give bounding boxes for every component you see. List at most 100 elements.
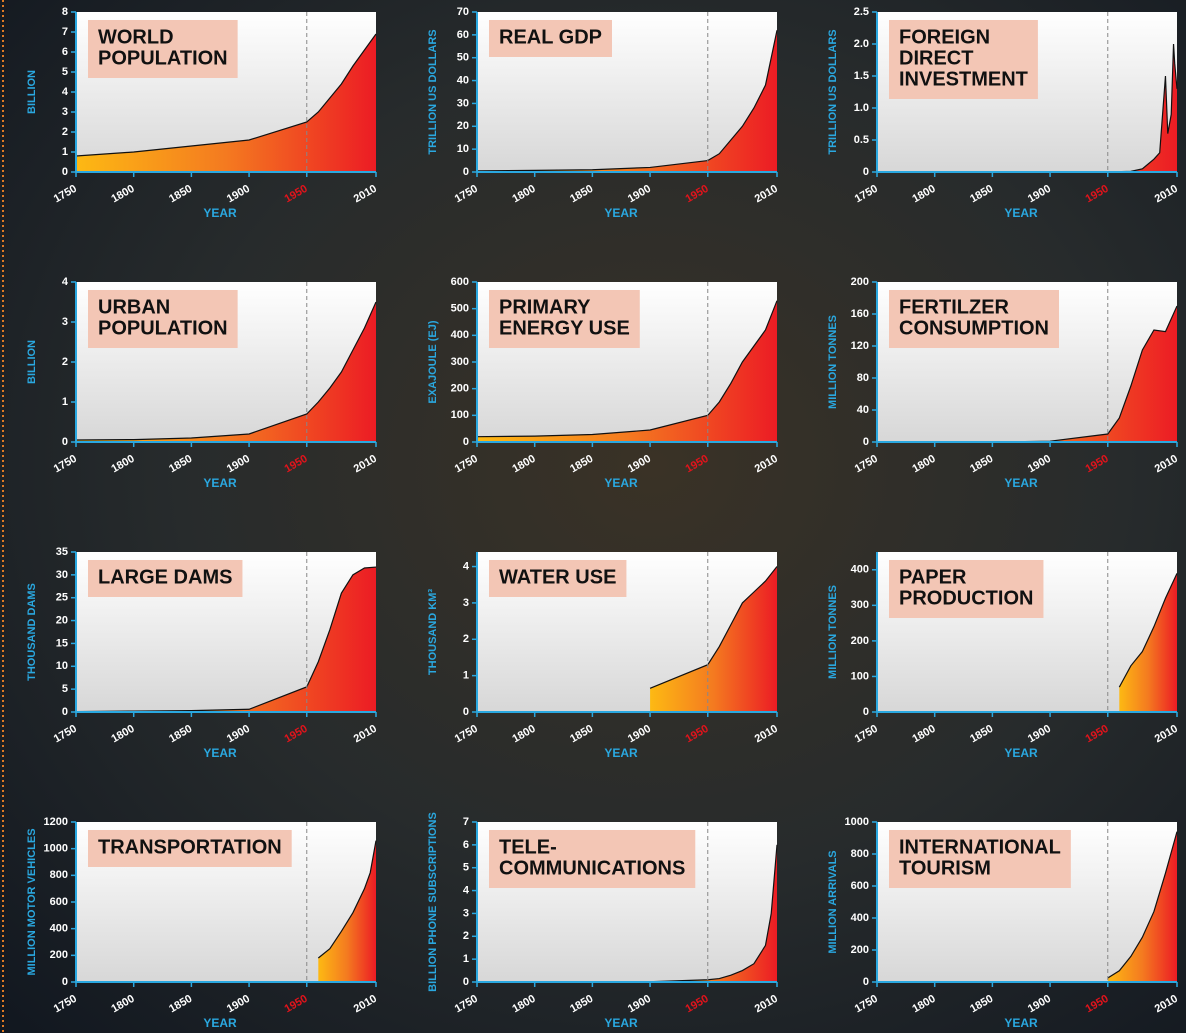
x-axis-label: YEAR: [203, 476, 237, 490]
title-line: COMMUNICATIONS: [499, 857, 685, 879]
y-tick-label: 200: [451, 383, 469, 395]
y-tick-label: 0: [863, 706, 869, 718]
area: [1119, 573, 1177, 712]
y-tick-label: 6: [463, 839, 469, 851]
y-tick-label: 2.0: [854, 38, 869, 50]
area-outline: [649, 566, 778, 689]
y-tick-label: 200: [851, 944, 869, 956]
y-tick-label: 1000: [44, 843, 68, 855]
title-box: [88, 560, 243, 597]
x-axis-label: YEAR: [1004, 206, 1038, 220]
y-tick-label: 40: [857, 404, 869, 416]
y-tick-label: 5: [463, 862, 469, 874]
title-box: [88, 20, 238, 78]
y-tick-label: 1: [463, 953, 469, 965]
title-box: [489, 830, 696, 888]
area: [650, 844, 777, 982]
y-axis-label: EXAJOULE (EJ): [427, 320, 439, 403]
title-line: LARGE DAMS: [98, 566, 232, 588]
title-box: [489, 20, 612, 57]
y-axis-label: THOUSAND KM³: [427, 589, 439, 675]
y-tick-label: 200: [851, 635, 869, 647]
y-tick-label: 60: [457, 29, 469, 41]
y-tick-label: 20: [457, 120, 469, 132]
x-axis-label: YEAR: [604, 746, 638, 760]
y-tick-label: 0: [62, 166, 68, 178]
title-line: CONSUMPTION: [899, 317, 1049, 339]
y-tick-label: 100: [451, 409, 469, 421]
area-outline: [317, 840, 377, 959]
y-tick-label: 1: [62, 146, 68, 158]
y-tick-label: 2: [463, 633, 469, 645]
title-line: REAL GDP: [499, 26, 602, 48]
chart-title: TRANSPORTATION: [88, 830, 292, 867]
y-tick-label: 10: [457, 143, 469, 155]
title-box: [489, 560, 627, 597]
y-tick-label: 0: [463, 706, 469, 718]
y-axis-label: TRILLION US DOLLARS: [827, 29, 839, 154]
y-tick-label: 70: [457, 6, 469, 18]
area: [477, 30, 777, 172]
y-tick-label: 1.5: [854, 70, 869, 82]
area-outline: [1118, 573, 1178, 688]
title-line: DIRECT: [899, 47, 973, 69]
y-tick-label: 0: [463, 436, 469, 448]
title-line: INVESTMENT: [899, 68, 1028, 90]
y-tick-label: 400: [50, 923, 68, 935]
y-axis-label: MILLION ARRIVALS: [827, 850, 839, 953]
title-line: TRANSPORTATION: [98, 836, 282, 858]
y-axis-label: BILLION: [26, 340, 38, 384]
y-tick-label: 160: [851, 308, 869, 320]
y-tick-label: 600: [851, 880, 869, 892]
area-outline: [75, 33, 377, 157]
y-tick-label: 4: [463, 884, 470, 896]
y-tick-label: 0: [62, 436, 68, 448]
area-outline: [650, 844, 778, 983]
y-tick-label: 400: [851, 564, 869, 576]
y-tick-label: 0: [863, 166, 869, 178]
y-tick-label: 500: [451, 303, 469, 315]
area-outline: [476, 30, 778, 172]
y-tick-label: 2: [62, 126, 68, 138]
area-outline: [75, 301, 377, 441]
y-tick-label: 2: [62, 356, 68, 368]
y-tick-label: 800: [851, 848, 869, 860]
y-tick-label: 35: [56, 546, 68, 558]
y-tick-label: 7: [463, 816, 469, 828]
x-axis-label: YEAR: [604, 476, 638, 490]
y-axis-label: BILLION PHONE SUBSCRIPTIONS: [427, 812, 439, 992]
y-tick-label: 1: [463, 670, 469, 682]
y-tick-label: 400: [851, 912, 869, 924]
y-tick-label: 1200: [44, 816, 68, 828]
y-tick-label: 3: [463, 907, 469, 919]
y-tick-label: 4: [463, 560, 470, 572]
x-axis-label: YEAR: [604, 1016, 638, 1030]
area: [76, 302, 376, 442]
y-axis-label: THOUSAND DAMS: [26, 583, 38, 681]
title-line: URBAN: [98, 296, 170, 318]
y-tick-label: 25: [56, 592, 68, 604]
y-tick-label: 1000: [845, 816, 869, 828]
title-box: [489, 290, 640, 348]
y-tick-label: 3: [62, 106, 68, 118]
chart-title: LARGE DAMS: [88, 560, 243, 597]
area: [1107, 831, 1177, 982]
y-tick-label: 80: [857, 372, 869, 384]
y-tick-label: 5: [62, 66, 68, 78]
area-outline: [75, 566, 377, 713]
y-tick-label: 5: [62, 683, 68, 695]
title-line: PRIMARY: [499, 296, 591, 318]
y-tick-label: 1.0: [854, 102, 869, 114]
area-outline: [1107, 831, 1178, 979]
area: [318, 840, 376, 982]
y-tick-label: 3: [62, 316, 68, 328]
x-axis-label: YEAR: [1004, 476, 1038, 490]
x-axis-label: YEAR: [1004, 1016, 1038, 1030]
y-tick-label: 0: [863, 976, 869, 988]
